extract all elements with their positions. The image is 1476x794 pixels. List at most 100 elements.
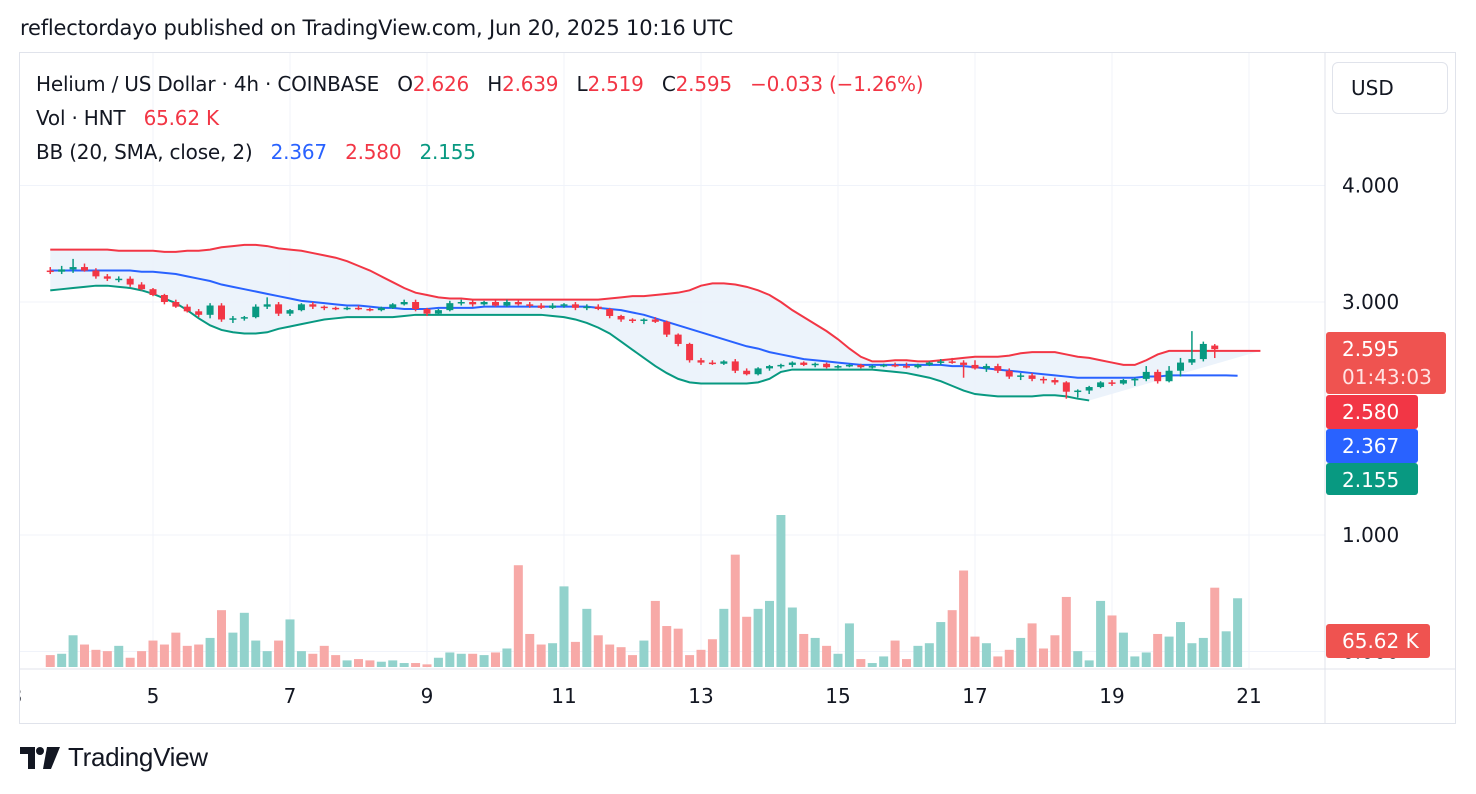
candle-body (560, 304, 568, 306)
price-tick-label: 4.000 (1342, 174, 1399, 198)
bb-lower-badge-bg (1326, 463, 1418, 495)
volume-bar (856, 659, 866, 667)
symbol-label[interactable]: Helium / US Dollar · 4h · COINBASE (36, 72, 380, 96)
candle-body (708, 362, 716, 365)
volume-bar (1016, 637, 1026, 667)
time-tick-label: 19 (1099, 684, 1124, 708)
last-price-value: 2.595 (1342, 337, 1399, 361)
candle-body (674, 334, 682, 344)
candle-body (880, 364, 888, 367)
volume-bar (513, 565, 523, 667)
bb-basis-badge-bg (1326, 429, 1418, 463)
volume-badge-value: 65.62 K (1342, 629, 1420, 653)
volume-bar (902, 659, 911, 667)
volume-bar (285, 619, 295, 667)
volume-bar (354, 659, 363, 667)
volume-bar (1039, 648, 1048, 667)
tradingview-brand[interactable]: TradingView (20, 742, 208, 773)
candle-body (743, 370, 751, 375)
volume-bar (468, 653, 478, 667)
time-tick-label: 15 (825, 684, 850, 708)
bb-lower-line (50, 284, 1090, 402)
bb-upper-badge-bg (1326, 395, 1418, 429)
bb-basis-line (50, 269, 1238, 379)
volume-bar (411, 663, 421, 667)
volume-bar (137, 651, 147, 667)
bb-basis-badge: 2.367 (1326, 429, 1418, 463)
candle-body (891, 364, 899, 367)
candle-body (1154, 371, 1162, 382)
candle-body (537, 305, 545, 308)
volume-bar (239, 612, 249, 667)
ohlc-legend: Helium / US Dollar · 4h · COINBASE O2.62… (36, 72, 924, 96)
volume-bar (45, 655, 55, 667)
candle-body (1108, 382, 1116, 384)
candle-body (377, 307, 385, 311)
candle-body (868, 366, 876, 368)
high-value: 2.639 (502, 72, 559, 96)
candle-body (138, 284, 146, 290)
volume-bar (159, 644, 169, 667)
volume-bar (1187, 643, 1197, 667)
time-tick-label: 7 (284, 684, 297, 708)
candle-body (971, 364, 979, 369)
volume-bar (1096, 600, 1106, 667)
volume-bar (1061, 596, 1071, 667)
volume-bar (1118, 632, 1128, 667)
bb-lower-badge-text: 2.155 (1342, 468, 1399, 492)
volume-bar (365, 660, 375, 667)
candle-body (651, 319, 659, 322)
volume-bar (593, 635, 603, 667)
candle-layer (46, 258, 1219, 399)
candle-body (183, 306, 191, 312)
candle-body (469, 302, 477, 305)
volume-bar (548, 643, 558, 667)
volume-bar (148, 640, 158, 667)
candle-body (195, 311, 203, 315)
volume-bar (1153, 633, 1163, 667)
volume-bar (182, 645, 192, 667)
candle-body (686, 343, 694, 361)
volume-label[interactable]: Vol · HNT (36, 106, 126, 130)
volume-bar (959, 570, 969, 667)
candle-body (103, 276, 111, 279)
countdown-value: 01:43:03 (1342, 365, 1432, 389)
candle-body (583, 306, 591, 309)
last-price-badge-bg (1326, 332, 1446, 394)
volume-bar (981, 643, 991, 667)
volume-bar (685, 655, 695, 667)
candle-body (606, 308, 614, 316)
candle-body (754, 368, 762, 375)
candle-body (92, 270, 100, 277)
volume-bar (936, 622, 946, 667)
volume-bar (91, 649, 101, 667)
bb-label[interactable]: BB (20, SMA, close, 2) (36, 140, 253, 164)
candle-body (982, 366, 990, 369)
currency-selector[interactable]: USD (1332, 62, 1448, 114)
candle-body (332, 307, 340, 310)
volume-badge: 65.62 K (1326, 624, 1430, 658)
candle-body (218, 305, 225, 320)
candle-body (286, 310, 294, 314)
candle-body (263, 304, 271, 307)
candle-body (58, 269, 66, 272)
candle-body (480, 302, 488, 305)
candle-body (617, 315, 625, 320)
volume-bar (696, 649, 706, 667)
volume-bar (502, 648, 512, 667)
high-label: H (487, 72, 503, 96)
volume-bar (205, 637, 215, 667)
volume-legend: Vol · HNT 65.62 K (36, 106, 219, 130)
volume-bar (194, 644, 204, 667)
volume-bar (559, 586, 569, 667)
volume-bar (605, 644, 615, 667)
volume-bar (1176, 622, 1185, 667)
candle-body (1040, 378, 1047, 381)
volume-bar (1130, 656, 1140, 667)
volume-bar (833, 653, 843, 667)
candle-body (320, 306, 328, 309)
candle-body (492, 302, 499, 306)
candle-body (731, 361, 739, 371)
candle-body (994, 366, 1002, 371)
